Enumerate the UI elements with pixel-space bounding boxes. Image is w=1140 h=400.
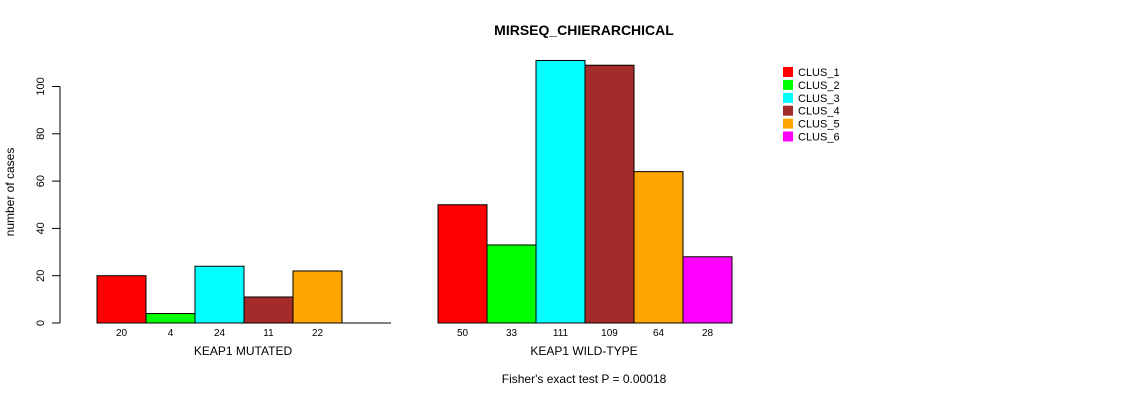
bars [96,59,733,324]
y-tick-label: 0 [35,320,47,326]
bar-value-label: 11 [263,328,274,339]
bar-keap1-wild-type-clus-3 [535,59,586,324]
legend-label-clus-4: CLUS_4 [798,106,840,118]
y-axis-label: number of cases [3,148,17,237]
bar-keap1-wild-type-clus-4 [584,64,635,324]
bar-value-label: 111 [553,328,569,339]
bar-value-label: 20 [116,328,128,339]
bar-keap1-mutated-clus-3 [194,265,245,324]
legend-label-clus-1: CLUS_1 [798,67,840,79]
bar-keap1-wild-type-clus-1 [437,204,488,324]
legend-swatch-clus-1 [783,67,793,77]
y-tick-label: 80 [35,128,47,140]
bar-value-label: 64 [653,328,665,339]
bar-value-label: 24 [214,328,226,339]
bar-keap1-mutated-clus-1 [96,275,147,324]
bar-value-label: 50 [457,328,469,339]
legend-swatch-clus-5 [783,118,793,129]
bar-labels: 20 4 24 11 22 50 33 111 109 64 28 [116,328,714,339]
bar-value-label: 33 [506,328,518,339]
bar-keap1-wild-type-clus-2 [486,244,537,324]
legend-label-clus-6: CLUS_6 [798,132,840,144]
y-tick-label: 60 [35,175,47,187]
bar-keap1-mutated-clus-5 [292,270,343,324]
y-tick-label: 100 [35,77,47,95]
group-label-mutated: KEAP1 MUTATED [194,344,293,358]
bar-keap1-wild-type-clus-6 [682,256,733,324]
legend-label-clus-5: CLUS_5 [798,119,840,131]
legend-swatch-clus-3 [783,92,793,103]
bar-keap1-mutated-clus-2 [145,313,196,324]
bar-value-label: 4 [168,328,174,339]
bar-value-label: 109 [601,328,618,339]
bar-keap1-mutated-clus-4 [243,296,294,324]
legend-label-clus-3: CLUS_3 [798,93,840,105]
legend-label-clus-2: CLUS_2 [798,80,840,92]
legend-swatch-clus-6 [783,131,793,142]
y-axis: 0 20 40 60 80 100 [35,77,61,326]
legend-swatch-clus-2 [783,79,793,90]
chart-title: MIRSEQ_CHIERARCHICAL [494,22,674,38]
y-tick-label: 40 [35,222,47,234]
bar-keap1-wild-type-clus-5 [633,171,684,324]
y-tick-label: 20 [35,270,47,282]
bar-value-label: 22 [312,328,324,339]
footnote: Fisher's exact test P = 0.00018 [502,372,667,386]
bar-value-label: 28 [702,328,714,339]
legend-swatch-clus-4 [783,105,793,116]
group-label-wild-type: KEAP1 WILD-TYPE [530,344,637,358]
